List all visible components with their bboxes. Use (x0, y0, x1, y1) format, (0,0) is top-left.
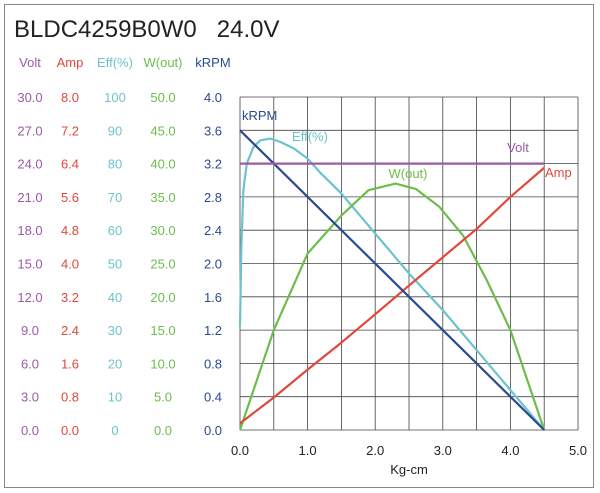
y-tick-label: 7.2 (61, 123, 79, 138)
y-tick-label: 0 (111, 423, 118, 438)
y-tick-label: 2.4 (61, 323, 79, 338)
y-tick-label: 2.0 (204, 257, 222, 272)
x-tick-label: 5.0 (569, 443, 587, 458)
y-tick-label: 80 (108, 157, 122, 172)
chart-frame (4, 4, 594, 488)
y-tick-label: 6.0 (21, 356, 39, 371)
y-tick-label: 15.0 (17, 257, 42, 272)
y-tick-label: 24.0 (17, 157, 42, 172)
y-tick-label: 35.0 (150, 190, 175, 205)
x-tick-label: 1.0 (299, 443, 317, 458)
y-tick-label: 30 (108, 323, 122, 338)
y-tick-label: 0.0 (61, 423, 79, 438)
y-tick-label: 40 (108, 290, 122, 305)
y-tick-label: 60 (108, 223, 122, 238)
y-tick-label: 20.0 (150, 290, 175, 305)
series-line-wout (238, 182, 546, 431)
y-tick-label: 21.0 (17, 190, 42, 205)
x-tick-label: 0.0 (231, 443, 249, 458)
x-tick-label: 4.0 (501, 443, 519, 458)
series-line-krpm (239, 129, 545, 431)
series-label: Amp (545, 165, 572, 180)
axis-header-eff: Eff(%) (97, 55, 133, 70)
y-tick-label: 10 (108, 390, 122, 405)
series-label: Volt (507, 140, 529, 155)
axis-header-amp: Amp (57, 55, 84, 70)
y-tick-label: 3.6 (204, 123, 222, 138)
y-tick-label: 3.0 (21, 390, 39, 405)
y-tick-label: 4.0 (61, 257, 79, 272)
axis-header-wout: W(out) (144, 55, 183, 70)
y-tick-label: 3.2 (204, 157, 222, 172)
chart-title: BLDC4259B0W0 24.0V (14, 16, 280, 43)
y-tick-label: 2.8 (204, 190, 222, 205)
y-tick-label: 30.0 (150, 223, 175, 238)
y-tick-label: 18.0 (17, 223, 42, 238)
y-tick-label: 5.6 (61, 190, 79, 205)
y-tick-label: 0.8 (204, 356, 222, 371)
series-line-amp (239, 166, 545, 425)
y-tick-label: 0.0 (204, 423, 222, 438)
y-tick-label: 12.0 (17, 290, 42, 305)
axis-header-volt: Volt (19, 55, 41, 70)
series-label: Eff(%) (292, 129, 328, 144)
y-tick-label: 4.0 (204, 90, 222, 105)
y-tick-label: 5.0 (154, 390, 172, 405)
y-tick-label: 100 (104, 90, 126, 105)
x-tick-label: 3.0 (434, 443, 452, 458)
y-tick-label: 0.0 (154, 423, 172, 438)
series-label: kRPM (242, 108, 277, 123)
y-tick-label: 2.4 (204, 223, 222, 238)
y-tick-label: 27.0 (17, 123, 42, 138)
axis-header-krpm: kRPM (195, 55, 230, 70)
y-tick-label: 30.0 (17, 90, 42, 105)
y-tick-label: 0.0 (21, 423, 39, 438)
x-tick-label: 2.0 (366, 443, 384, 458)
y-tick-label: 6.4 (61, 157, 79, 172)
y-tick-label: 90 (108, 123, 122, 138)
y-tick-label: 1.2 (204, 323, 222, 338)
series-line-eff (238, 137, 546, 431)
y-tick-label: 1.6 (61, 356, 79, 371)
y-tick-label: 45.0 (150, 123, 175, 138)
y-tick-label: 1.6 (204, 290, 222, 305)
y-tick-label: 3.2 (61, 290, 79, 305)
y-tick-label: 50.0 (150, 90, 175, 105)
y-tick-label: 70 (108, 190, 122, 205)
y-tick-label: 15.0 (150, 323, 175, 338)
y-tick-label: 0.8 (61, 390, 79, 405)
y-tick-label: 8.0 (61, 90, 79, 105)
series-label: W(out) (389, 166, 428, 181)
y-tick-label: 0.4 (204, 390, 222, 405)
y-tick-label: 50 (108, 257, 122, 272)
y-tick-label: 20 (108, 356, 122, 371)
y-tick-label: 4.8 (61, 223, 79, 238)
x-axis-label: Kg-cm (390, 462, 428, 477)
y-tick-label: 10.0 (150, 356, 175, 371)
y-tick-label: 40.0 (150, 157, 175, 172)
y-tick-label: 9.0 (21, 323, 39, 338)
y-tick-label: 25.0 (150, 257, 175, 272)
